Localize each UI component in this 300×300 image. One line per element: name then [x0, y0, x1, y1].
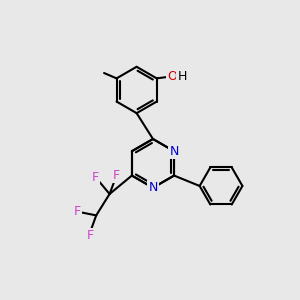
Text: N: N — [169, 145, 179, 158]
Text: F: F — [92, 171, 99, 184]
Text: F: F — [86, 229, 94, 242]
Text: N: N — [148, 181, 158, 194]
Text: O: O — [167, 70, 177, 83]
Text: F: F — [112, 169, 119, 182]
Text: H: H — [177, 70, 187, 83]
Text: F: F — [74, 205, 81, 218]
